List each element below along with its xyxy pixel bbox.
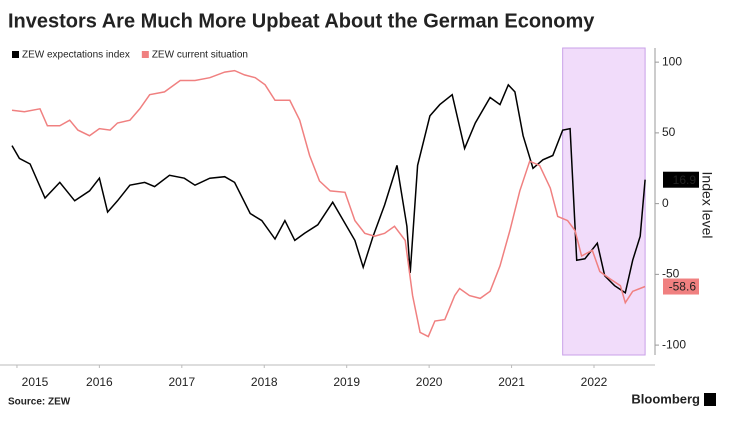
x-tick-label: 2020 bbox=[416, 375, 443, 389]
end-label-box bbox=[663, 171, 699, 188]
end-label-box bbox=[663, 278, 699, 295]
legend-label: ZEW expectations index bbox=[22, 50, 130, 61]
y-tick-label: -100 bbox=[662, 337, 686, 351]
brand-icon bbox=[704, 393, 716, 406]
legend-swatch bbox=[12, 51, 19, 58]
shaded-region bbox=[562, 47, 646, 356]
y-axis-label: Index level bbox=[699, 172, 715, 239]
x-tick-label: 2016 bbox=[86, 375, 113, 389]
y-tick-label: -50 bbox=[662, 267, 680, 281]
x-tick-label: 2019 bbox=[333, 375, 360, 389]
brand: Bloomberg bbox=[631, 391, 700, 406]
legend-bg bbox=[8, 45, 270, 65]
x-tick-label: 2022 bbox=[581, 375, 608, 389]
end-label: -58.6 bbox=[669, 280, 697, 294]
legend-label: ZEW current situation bbox=[152, 50, 248, 61]
series-line bbox=[11, 69, 646, 338]
series-line bbox=[11, 83, 646, 295]
source: Source: ZEW bbox=[8, 397, 71, 408]
y-tick-label: 0 bbox=[662, 196, 669, 210]
y-tick-label: 100 bbox=[662, 54, 682, 68]
chart-title: Investors Are Much More Upbeat About the… bbox=[8, 10, 595, 32]
x-tick-label: 2021 bbox=[498, 375, 525, 389]
x-tick-label: 2017 bbox=[168, 375, 195, 389]
end-label: 16.9 bbox=[673, 173, 697, 187]
y-tick-label: 50 bbox=[662, 125, 676, 139]
legend-swatch bbox=[141, 51, 149, 58]
x-tick-label: 2018 bbox=[251, 375, 278, 389]
x-tick-label: 2015 bbox=[22, 375, 49, 389]
